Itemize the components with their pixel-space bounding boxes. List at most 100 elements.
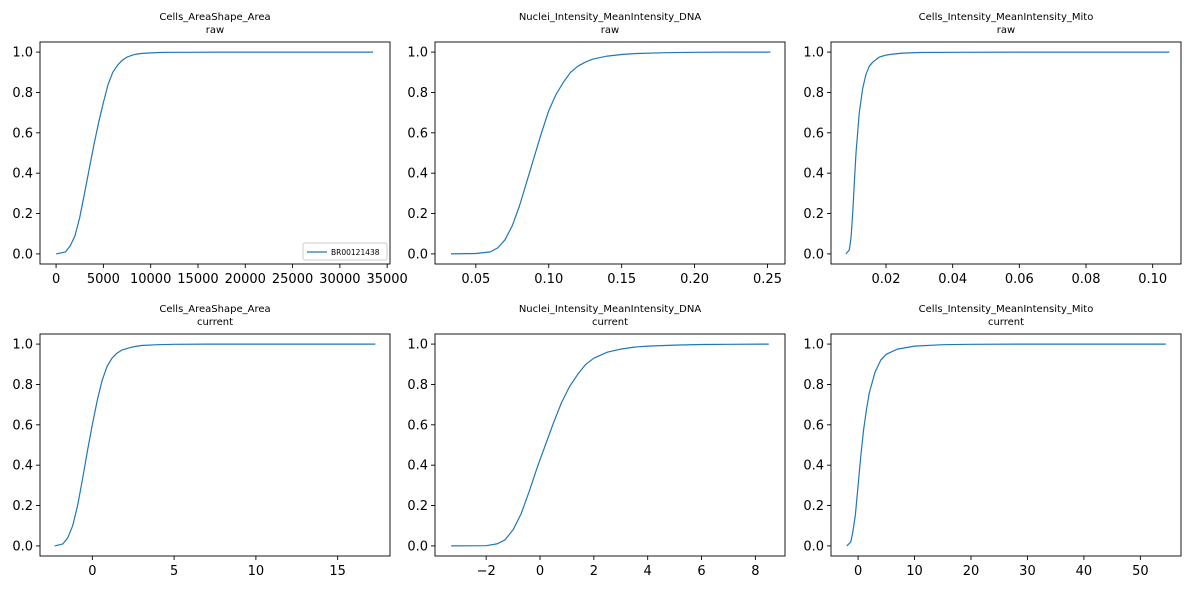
y-tick-label: 0.0 xyxy=(407,247,428,262)
subplot-cells-intensity-meanintensity-mito-current: Cells_Intensity_MeanIntensity_Mito curre… xyxy=(803,304,1182,579)
subplot-cells-areashape-area-current: Cells_AreaShape_Area current 0 5 10 15 0.0 0.… xyxy=(12,304,391,579)
y-tick-label: 0.0 xyxy=(12,247,33,262)
x-tick-label: 5 xyxy=(170,564,178,579)
cdf-series-line xyxy=(55,51,373,255)
y-tick-label: 0.6 xyxy=(12,126,33,141)
x-tick-label: 20000 xyxy=(225,272,266,287)
y-tick-label: 0.4 xyxy=(803,167,824,182)
x-tick-label: 6 xyxy=(697,564,705,579)
x-tick-label: 15 xyxy=(329,564,346,579)
subplot-subtitle: current xyxy=(197,317,233,328)
y-tick-label: 0.4 xyxy=(12,459,33,474)
subplot-cells-intensity-meanintensity-mito-raw: Cells_Intensity_MeanIntensity_Mito raw 0… xyxy=(803,12,1182,287)
y-tick-label: 1.0 xyxy=(803,338,824,353)
x-tick-label: 0.02 xyxy=(872,272,901,287)
legend-box xyxy=(302,242,388,261)
subplot-nuclei-intensity-meanintensity-dna-raw: Nuclei_Intensity_MeanIntensity_DNA raw 0… xyxy=(407,12,786,287)
x-tick-label: 0.20 xyxy=(680,272,709,287)
x-tick-label: 15000 xyxy=(177,272,218,287)
x-tick-label: −2 xyxy=(477,564,496,579)
x-tick-label: 0 xyxy=(536,564,544,579)
subplot-subtitle: current xyxy=(988,317,1024,328)
x-tick-label: 10 xyxy=(906,564,923,579)
x-tick-label: 0 xyxy=(52,272,60,287)
x-tick-label: 30 xyxy=(1019,564,1036,579)
x-tick-label: 0.15 xyxy=(607,272,636,287)
x-tick-label: 0 xyxy=(88,564,96,579)
x-tick-label: 0 xyxy=(854,564,862,579)
subplot-title: Nuclei_Intensity_MeanIntensity_DNA xyxy=(519,304,702,315)
cdf-series-line xyxy=(54,343,376,547)
x-tick-label: 4 xyxy=(644,564,652,579)
subplot-cells-areashape-area-raw: Cells_AreaShape_Area raw BR00121438 0 500… xyxy=(12,12,408,287)
y-tick-label: 0.6 xyxy=(12,418,33,433)
y-tick-label: 1.0 xyxy=(12,46,33,61)
x-tick-label: 50 xyxy=(1132,564,1149,579)
x-tick-label: 0.06 xyxy=(1005,272,1034,287)
y-tick-label: 0.2 xyxy=(803,207,824,222)
y-tick-label: 1.0 xyxy=(407,338,428,353)
y-tick-label: 0.6 xyxy=(803,418,824,433)
subplot-subtitle: raw xyxy=(601,25,619,36)
cdf-series-line xyxy=(845,51,1170,255)
legend-label: BR00121438 xyxy=(331,248,380,257)
subplot-title: Nuclei_Intensity_MeanIntensity_DNA xyxy=(519,12,702,23)
subplot-title: Cells_Intensity_MeanIntensity_Mito xyxy=(919,304,1094,315)
y-tick-label: 1.0 xyxy=(407,46,428,61)
subplot-title: Cells_Intensity_MeanIntensity_Mito xyxy=(919,12,1094,23)
x-tick-label: 10 xyxy=(248,564,265,579)
subplot-subtitle: raw xyxy=(206,25,224,36)
subplot-title: Cells_AreaShape_Area xyxy=(159,304,270,315)
y-tick-label: 0.2 xyxy=(803,499,824,514)
y-tick-label: 0.6 xyxy=(407,126,428,141)
axes-frame xyxy=(434,41,786,265)
x-tick-label: 0.08 xyxy=(1072,272,1101,287)
y-tick-label: 0.0 xyxy=(407,539,428,554)
y-tick-label: 0.0 xyxy=(803,247,824,262)
y-tick-label: 0.8 xyxy=(407,378,428,393)
y-tick-label: 0.2 xyxy=(407,207,428,222)
y-tick-label: 0.4 xyxy=(407,459,428,474)
y-tick-label: 0.8 xyxy=(803,378,824,393)
x-tick-label: 30000 xyxy=(319,272,360,287)
axes-frame xyxy=(830,41,1182,265)
x-tick-label: 25000 xyxy=(272,272,313,287)
axes-frame xyxy=(39,333,391,557)
y-tick-label: 0.4 xyxy=(12,167,33,182)
x-tick-label: 40 xyxy=(1076,564,1093,579)
x-tick-label: 0.25 xyxy=(753,272,782,287)
x-tick-label: 10000 xyxy=(130,272,171,287)
y-tick-label: 0.4 xyxy=(803,459,824,474)
cdf-series-line xyxy=(450,51,771,255)
x-tick-label: 0.04 xyxy=(938,272,967,287)
y-tick-label: 0.2 xyxy=(12,499,33,514)
y-tick-label: 0.8 xyxy=(12,378,33,393)
y-tick-label: 0.2 xyxy=(407,499,428,514)
y-tick-label: 0.4 xyxy=(407,167,428,182)
x-tick-label: 0.10 xyxy=(1138,272,1167,287)
subplot-nuclei-intensity-meanintensity-dna-current: Nuclei_Intensity_MeanIntensity_DNA curre… xyxy=(407,304,786,579)
x-tick-label: 20 xyxy=(963,564,980,579)
x-tick-label: 2 xyxy=(590,564,598,579)
y-tick-label: 0.6 xyxy=(803,126,824,141)
axes-frame xyxy=(830,333,1182,557)
x-tick-label: 5000 xyxy=(87,272,120,287)
y-tick-label: 0.8 xyxy=(12,86,33,101)
x-tick-label: 0.10 xyxy=(534,272,563,287)
y-tick-label: 0.8 xyxy=(803,86,824,101)
x-tick-label: 35000 xyxy=(366,272,407,287)
subplot-subtitle: current xyxy=(592,317,628,328)
y-tick-label: 0.2 xyxy=(12,207,33,222)
subplot-title: Cells_AreaShape_Area xyxy=(159,12,270,23)
y-tick-label: 0.6 xyxy=(407,418,428,433)
y-tick-label: 0.0 xyxy=(803,539,824,554)
y-tick-label: 0.0 xyxy=(12,539,33,554)
y-tick-label: 1.0 xyxy=(12,338,33,353)
x-tick-label: 0.05 xyxy=(461,272,490,287)
cdf-series-line xyxy=(846,343,1166,547)
cdf-series-line xyxy=(451,343,769,547)
axes-frame xyxy=(39,41,391,265)
y-tick-label: 0.8 xyxy=(407,86,428,101)
legend: BR00121438 xyxy=(302,242,388,261)
